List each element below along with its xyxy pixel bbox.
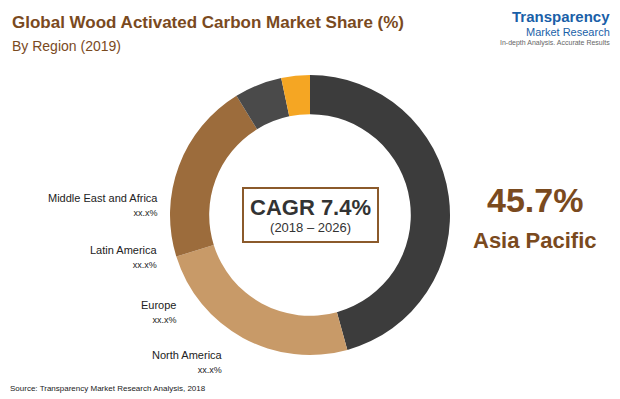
svg-text:Market Research: Market Research	[526, 26, 610, 38]
svg-text:Global Wood Activated Carbon M: Global Wood Activated Carbon Market Shar…	[12, 13, 404, 32]
svg-text:In-depth Analysis. Accurate Re: In-depth Analysis. Accurate Results	[500, 39, 610, 47]
svg-text:Europexx.x%: Europexx.x%	[141, 299, 176, 325]
svg-text:Middle East and Africaxx.x%: Middle East and Africaxx.x%	[48, 192, 158, 218]
svg-text:Latin Americaxx.x%: Latin Americaxx.x%	[90, 244, 158, 270]
svg-text:North Americaxx.x%: North Americaxx.x%	[152, 349, 223, 375]
svg-text:By Region (2019): By Region (2019)	[12, 38, 121, 54]
svg-text:Transparency: Transparency	[512, 8, 610, 25]
svg-text:Source: Transparency Market Re: Source: Transparency Market Research Ana…	[10, 384, 206, 393]
svg-text:CAGR 7.4%(2018 – 2026): CAGR 7.4%(2018 – 2026)	[250, 195, 371, 235]
svg-text:Asia Pacific: Asia Pacific	[473, 228, 597, 253]
svg-text:45.7%: 45.7%	[487, 181, 583, 219]
